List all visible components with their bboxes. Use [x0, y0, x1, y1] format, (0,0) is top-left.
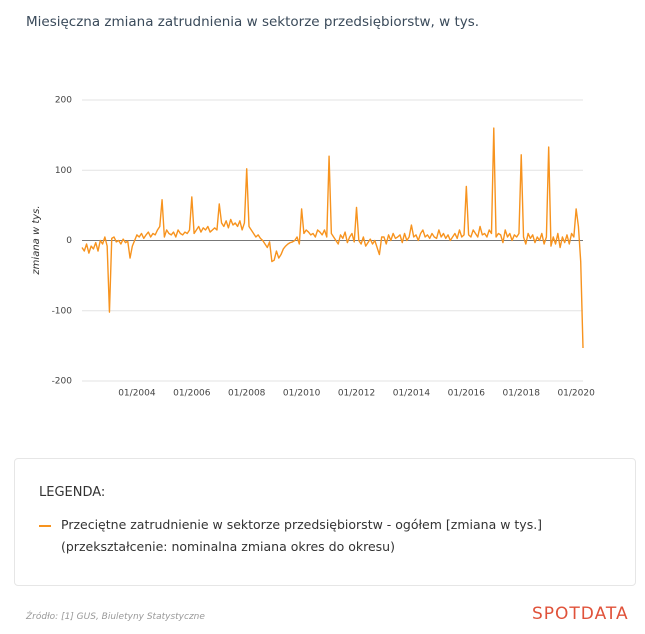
x-tick-label: 01/2006 — [173, 389, 211, 399]
x-tick-label: 01/2014 — [393, 389, 431, 399]
x-tick-label: 01/2016 — [448, 389, 486, 399]
legend-note: (przekształcenie: nominalna zmiana okres… — [61, 539, 395, 554]
legend-card: LEGENDA: Przeciętne zatrudnienie w sekto… — [14, 458, 636, 586]
source: Źródło: [1] GUS, Biuletyny Statystyczne — [26, 612, 205, 622]
legend-title: LEGENDA: — [39, 485, 106, 500]
y-tick-label: 200 — [55, 96, 72, 106]
x-tick-label: 01/2008 — [228, 389, 266, 399]
y-tick-label: 0 — [66, 236, 72, 246]
x-tick-label: 01/2010 — [283, 389, 321, 399]
x-tick-label: 01/2020 — [557, 389, 595, 399]
y-tick-label: 100 — [55, 166, 72, 176]
data-line — [81, 127, 584, 348]
x-tick-label: 01/2018 — [503, 389, 541, 399]
brand-logo: SPOTDATA — [532, 604, 629, 624]
legend-entry: Przeciętne zatrudnienie w sektorze przed… — [61, 517, 543, 532]
y-tick-label: -200 — [52, 377, 73, 387]
x-tick-label: 01/2012 — [338, 389, 375, 399]
x-tick-label: 01/2004 — [118, 389, 156, 399]
y-tick-label: -100 — [52, 306, 73, 316]
chart: Miesięczna zmiana zatrudnienia w sektorz… — [26, 14, 595, 399]
legend-swatch — [39, 525, 51, 527]
chart-title: Miesięczna zmiana zatrudnienia w sektorz… — [26, 14, 479, 30]
y-axis-label: zmiana w tys. — [31, 205, 42, 275]
